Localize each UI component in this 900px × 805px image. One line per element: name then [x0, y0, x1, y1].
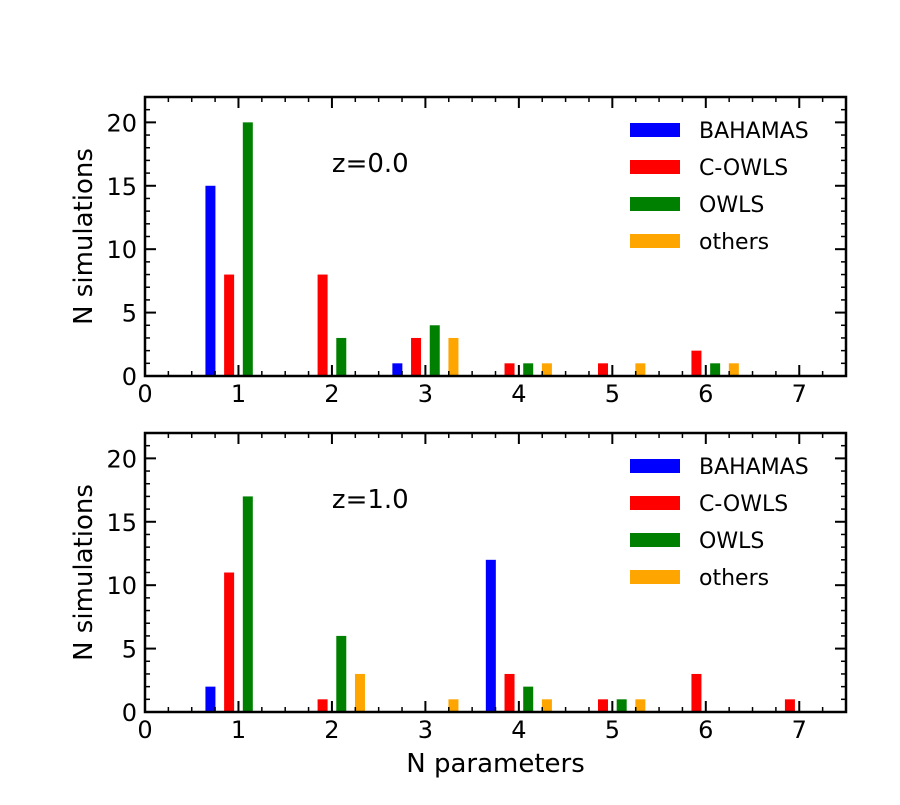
x-tick-label: 0 — [137, 716, 152, 744]
x-tick-label: 2 — [324, 380, 339, 408]
redshift-annotation: z=1.0 — [332, 485, 409, 515]
x-tick-label: 7 — [792, 716, 807, 744]
bar-c-owls-x1 — [224, 572, 235, 712]
bar-bahamas-x4 — [485, 559, 496, 712]
x-tick-label: 3 — [418, 380, 433, 408]
bar-others-x6 — [728, 363, 739, 376]
bar-owls-x4 — [523, 363, 534, 376]
bar-owls-x4 — [523, 686, 534, 712]
bar-owls-x6 — [710, 363, 721, 376]
x-axis-title: N parameters — [406, 749, 585, 779]
y-tick-label: 20 — [106, 109, 137, 137]
bar-others-x3 — [448, 699, 459, 712]
panel-2: 0 1 2 3 4 5 6 7 0 5 10 15 20N simulations N parameter… — [69, 431, 848, 779]
bar-owls-x5 — [616, 699, 627, 712]
y-tick-label: 0 — [122, 363, 137, 391]
bar-bahamas-x3 — [392, 363, 403, 376]
legend-label-owls: OWLS — [699, 529, 764, 554]
x-tick-label: 2 — [324, 716, 339, 744]
bar-c-owls-x7 — [784, 699, 795, 712]
bar-c-owls-x1 — [224, 274, 235, 376]
x-tick-label: 7 — [792, 380, 807, 408]
bar-owls-x1 — [242, 122, 253, 376]
bar-c-owls-x5 — [597, 699, 608, 712]
bar-owls-x2 — [336, 337, 347, 376]
legend: BAHAMAS C-OWLS OWLS others — [630, 119, 809, 255]
x-tick-label: 6 — [698, 716, 713, 744]
legend-swatch-bahamas — [630, 123, 680, 137]
legend-swatch-c-owls — [630, 160, 680, 174]
x-tick-label: 4 — [511, 716, 526, 744]
bar-c-owls-x6 — [691, 673, 702, 712]
y-axis-title: N simulations — [69, 148, 99, 325]
legend-label-bahamas: BAHAMAS — [699, 119, 809, 144]
bar-bahamas-x1 — [205, 686, 216, 712]
legend-swatch-others — [630, 234, 680, 248]
bar-c-owls-x3 — [411, 337, 422, 376]
x-tick-label: 1 — [231, 380, 246, 408]
bar-c-owls-x6 — [691, 350, 702, 376]
x-tick-label: 0 — [137, 380, 152, 408]
legend-swatch-bahamas — [630, 459, 680, 473]
bar-owls-x2 — [336, 635, 347, 712]
legend-label-others: others — [699, 230, 769, 255]
bar-others-x5 — [635, 363, 646, 376]
legend-swatch-c-owls — [630, 496, 680, 510]
y-tick-label: 0 — [122, 699, 137, 727]
y-tick-label: 20 — [106, 445, 137, 473]
redshift-annotation: z=0.0 — [332, 149, 409, 179]
y-axis-title: N simulations — [69, 484, 99, 661]
legend-swatch-owls — [630, 533, 680, 547]
bar-owls-x1 — [242, 496, 253, 712]
bar-others-x3 — [448, 337, 459, 376]
legend-label-others: others — [699, 566, 769, 591]
bar-others-x4 — [541, 363, 552, 376]
x-tick-label: 5 — [605, 716, 620, 744]
bar-others-x5 — [635, 699, 646, 712]
bar-c-owls-x4 — [504, 673, 515, 712]
y-tick-label: 5 — [122, 300, 137, 328]
x-tick-label: 4 — [511, 380, 526, 408]
bar-others-x2 — [354, 673, 365, 712]
legend-swatch-others — [630, 570, 680, 584]
panel-1: 0 1 2 3 4 5 6 7 0 5 10 15 20N simulations z=0.0 BAHAMA… — [69, 95, 848, 408]
bar-others-x4 — [541, 699, 552, 712]
x-tick-label: 3 — [418, 716, 433, 744]
x-tick-label: 5 — [605, 380, 620, 408]
bar-c-owls-x2 — [317, 274, 328, 376]
x-tick-label: 1 — [231, 716, 246, 744]
y-tick-label: 10 — [106, 236, 137, 264]
x-tick-label: 6 — [698, 380, 713, 408]
y-tick-label: 15 — [106, 509, 137, 537]
legend-label-bahamas: BAHAMAS — [699, 455, 809, 480]
bar-c-owls-x5 — [597, 363, 608, 376]
y-tick-label: 15 — [106, 173, 137, 201]
bar-c-owls-x4 — [504, 363, 515, 376]
bar-bahamas-x1 — [205, 185, 216, 376]
legend-label-c-owls: C-OWLS — [699, 156, 788, 181]
bar-owls-x3 — [429, 325, 440, 376]
legend-label-owls: OWLS — [699, 193, 764, 218]
legend: BAHAMAS C-OWLS OWLS others — [630, 455, 809, 591]
bar-c-owls-x2 — [317, 699, 328, 712]
legend-swatch-owls — [630, 197, 680, 211]
y-tick-label: 5 — [122, 636, 137, 664]
y-tick-label: 10 — [106, 572, 137, 600]
legend-label-c-owls: C-OWLS — [699, 492, 788, 517]
